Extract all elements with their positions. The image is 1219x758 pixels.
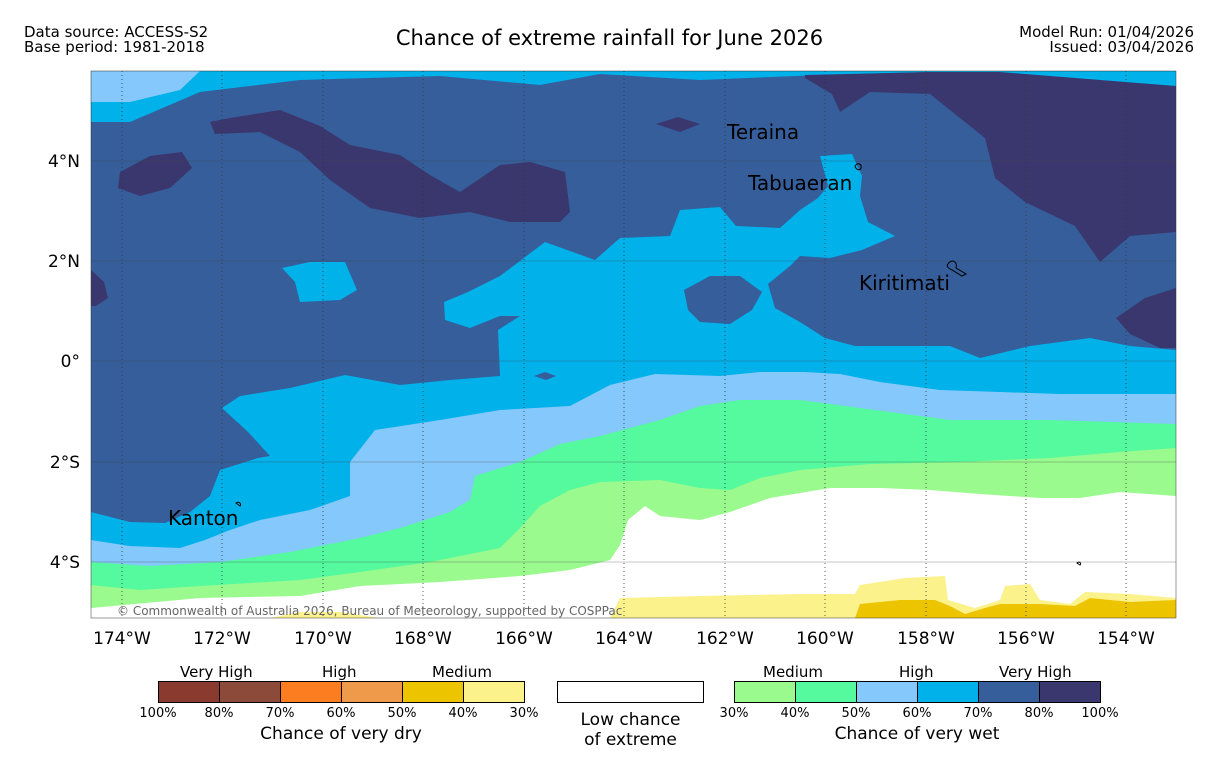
lat-label: 2°S <box>50 453 80 473</box>
high-dry-patch <box>855 598 1176 618</box>
wet-swatch <box>734 681 796 703</box>
base-period-text: Base period: 1981-2018 <box>24 38 205 56</box>
dry-swatch <box>463 681 525 703</box>
lat-label: 2°N <box>48 252 80 272</box>
wet-tick-label: 50% <box>841 706 871 721</box>
probability-fields <box>91 71 1176 618</box>
island-outlines <box>235 163 1082 566</box>
map-title: Chance of extreme rainfall for June 2026 <box>395 26 824 50</box>
dry-swatch <box>158 681 220 703</box>
dry-tick-label: 70% <box>265 706 295 721</box>
lat-label: 4°S <box>50 553 80 573</box>
very-high-wet-patch-4 <box>805 72 1176 262</box>
very-high-wet-patch-6 <box>91 270 108 306</box>
lon-label: 168°W <box>394 629 452 649</box>
dry-caption: Chance of very dry <box>260 724 422 744</box>
dry-header-high: High <box>322 663 357 681</box>
dry-tick-label: 80% <box>204 706 234 721</box>
low-chance-swatch <box>557 681 704 703</box>
dry-swatch <box>341 681 403 703</box>
kanton-island <box>235 501 242 507</box>
dry-header-very-high: Very High <box>180 663 253 681</box>
wet-tick-label: 60% <box>902 706 932 721</box>
dry-tick-label: 60% <box>326 706 356 721</box>
lon-label: 156°W <box>997 629 1055 649</box>
longitude-labels: 174°W 172°W 170°W 168°W 166°W 164°W 162°W 160°W… <box>93 629 1155 649</box>
wet-header-medium: Medium <box>763 663 823 681</box>
data-source-text: Data source: ACCESS-S2 <box>24 23 209 41</box>
lon-label: 166°W <box>495 629 553 649</box>
medium-high-wet-top <box>91 71 200 102</box>
lon-label: 158°W <box>897 629 955 649</box>
place-label-kiritimati: Kiritimati <box>859 271 950 295</box>
very-high-wet-island <box>684 276 762 324</box>
map-frame <box>90 70 1177 619</box>
lon-label: 170°W <box>294 629 352 649</box>
very-high-wet-patch-3 <box>656 117 700 132</box>
wet-header-high: High <box>899 663 934 681</box>
wet-tick-label: 70% <box>963 706 993 721</box>
wet-tick-label: 30% <box>719 706 749 721</box>
low-chance-line2: of extreme <box>584 730 677 750</box>
dry-swatch <box>219 681 281 703</box>
dry-swatch <box>280 681 342 703</box>
map-gridlines <box>91 71 1176 618</box>
wet-header-very-high: Very High <box>999 663 1072 681</box>
wet-tick-label: 40% <box>780 706 810 721</box>
dry-tick-label: 100% <box>139 706 177 721</box>
wet-swatch <box>978 681 1040 703</box>
dry-swatch <box>402 681 464 703</box>
wet-swatch <box>856 681 918 703</box>
high-wet-top <box>91 71 1176 122</box>
place-label-kanton: Kanton <box>168 506 238 530</box>
issued-text: Issued: 03/04/2026 <box>1049 38 1194 56</box>
very-high-wet-patch-1 <box>210 110 570 222</box>
wet-caption: Chance of very wet <box>834 724 1000 744</box>
lon-label: 160°W <box>796 629 854 649</box>
lat-label: 4°N <box>48 152 80 172</box>
copyright-text: © Commonwealth of Australia 2026, Bureau… <box>117 604 622 618</box>
place-labels: Teraina Tabuaeran Kiritimati Kanton <box>168 120 950 530</box>
low-chance-caption: Low chance of extreme <box>557 710 704 750</box>
wet-tick-label: 100% <box>1081 706 1119 721</box>
dry-tick-label: 30% <box>509 706 539 721</box>
lon-label: 174°W <box>93 629 151 649</box>
lon-label: 164°W <box>595 629 653 649</box>
wet-swatch <box>1039 681 1101 703</box>
place-label-teraina: Teraina <box>726 120 799 144</box>
high-wet-patch-small <box>282 262 357 302</box>
dry-tick-label: 40% <box>448 706 478 721</box>
latitude-labels: 4°N 2°N 0° 2°S 4°S <box>48 152 80 573</box>
small-island <box>1076 561 1082 566</box>
wet-swatch <box>795 681 857 703</box>
low-chance-line1: Low chance <box>580 710 681 730</box>
medium-dry-sliver <box>270 612 380 618</box>
place-label-tabuaeran: Tabuaeran <box>747 171 852 195</box>
tabuaeran-island <box>854 163 862 171</box>
dry-tick-label: 50% <box>387 706 417 721</box>
very-high-wet-patch-2 <box>118 152 192 196</box>
lon-label: 162°W <box>696 629 754 649</box>
dry-header-medium: Medium <box>432 663 492 681</box>
lon-label: 154°W <box>1097 629 1155 649</box>
very-high-wet-patch-5 <box>1116 288 1176 348</box>
kiritimati-island <box>946 260 968 277</box>
very-high-wet-dot <box>534 372 556 380</box>
lon-label: 172°W <box>193 629 251 649</box>
wet-tick-label: 80% <box>1024 706 1054 721</box>
lat-label: 0° <box>61 352 80 372</box>
wet-swatch <box>917 681 979 703</box>
model-run-text: Model Run: 01/04/2026 <box>1019 23 1194 41</box>
